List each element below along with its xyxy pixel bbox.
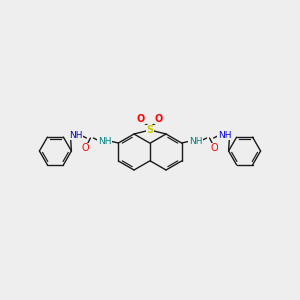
Text: NH: NH [98, 136, 111, 146]
Text: O: O [137, 114, 145, 124]
Text: O: O [211, 143, 218, 153]
Text: O: O [82, 143, 89, 153]
Text: NH: NH [189, 136, 202, 146]
Text: NH: NH [218, 130, 231, 140]
Text: O: O [155, 114, 163, 124]
Text: NH: NH [69, 130, 82, 140]
Text: S: S [146, 125, 154, 135]
